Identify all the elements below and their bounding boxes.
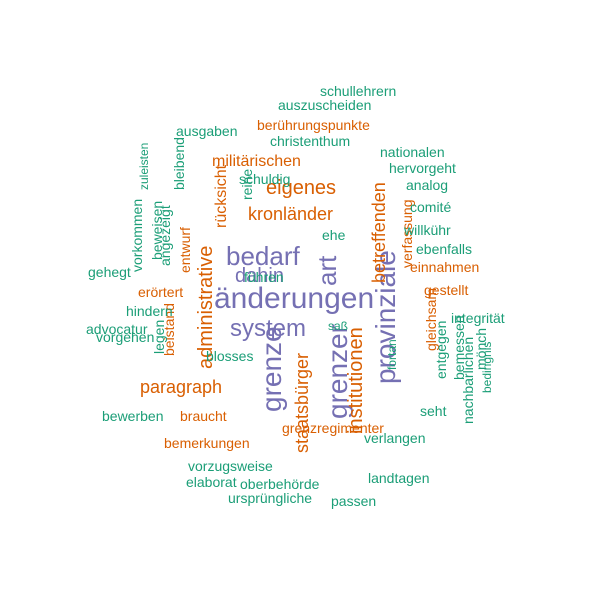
word-blosses: blosses <box>206 348 254 364</box>
word-reine: reine <box>239 168 255 200</box>
word-nationalen: nationalen <box>380 144 445 160</box>
word-auszuscheiden: auszuscheiden <box>278 97 372 113</box>
word-ehe: ehe <box>322 227 346 243</box>
word-grenze: grenze <box>256 326 287 412</box>
word-gehegt: gehegt <box>88 264 131 280</box>
word-ausgaben: ausgaben <box>176 123 238 139</box>
word-willk-hr: willkühr <box>404 222 451 238</box>
word-braucht: braucht <box>180 408 227 424</box>
word-fortan: fortan <box>385 339 399 370</box>
word-verlangen: verlangen <box>364 430 426 446</box>
word-vorzugsweise: vorzugsweise <box>188 458 273 474</box>
word-hervorgeht: hervorgeht <box>389 160 456 176</box>
word-vorgehen: vorgehen <box>96 329 155 345</box>
word-grenzregimenter: grenzregimenter <box>282 420 384 436</box>
word-bleibend: bleibend <box>171 137 187 190</box>
word-ebenfalls: ebenfalls <box>416 241 473 257</box>
word-advocatur: advocatur <box>86 321 148 337</box>
word-bedarf: bedarf <box>226 241 300 271</box>
word-hindern: hindern <box>126 303 173 319</box>
word-system: system <box>230 315 307 342</box>
word-schullehrern: schullehrern <box>320 83 397 99</box>
word-comit: comité <box>410 199 452 215</box>
word-gestellt: gestellt <box>424 282 469 298</box>
word-analog: analog <box>406 177 449 193</box>
word-landtagen: landtagen <box>368 470 430 486</box>
word-ber-hrungspunkte: berührungspunkte <box>257 117 370 133</box>
word-urspr-ngliche: ursprüngliche <box>228 490 313 506</box>
word-legen: legen <box>151 319 167 354</box>
word-f-hren: führen <box>244 269 284 285</box>
word-entwurf: entwurf <box>177 227 193 273</box>
word-staatsb-rger: staatsbürger <box>292 352 312 453</box>
word-bemessen: bemessen <box>451 315 467 380</box>
word-passen: passen <box>331 493 377 509</box>
word-sa: saß <box>328 319 349 333</box>
word-integrit-t: integrität <box>451 310 505 326</box>
word-dahin: dahin <box>235 265 284 287</box>
word-oberbeh-rde: oberbehörde <box>240 476 320 492</box>
word-betreffenden: betreffenden <box>369 182 389 283</box>
word-vorkommen: vorkommen <box>129 198 145 272</box>
word-kronl-nder: kronländer <box>248 204 334 224</box>
word-paragraph: paragraph <box>140 377 223 397</box>
word-schuldig: schuldig <box>239 171 291 187</box>
word-institutionen: institutionen <box>345 327 367 434</box>
word-r-cksicht: rücksicht <box>213 164 230 228</box>
word-zuleisten: zuleisten <box>137 142 151 190</box>
word-nderungen: änderungen <box>214 282 375 315</box>
word-milit-rischen: militärischen <box>212 153 301 170</box>
word-eigenes: eigenes <box>266 177 337 199</box>
word-bewerben: bewerben <box>102 408 164 424</box>
word-art: art <box>312 255 342 286</box>
word-elaborat: elaborat <box>186 474 237 490</box>
word-christenthum: christenthum <box>270 133 351 149</box>
word-bemerkungen: bemerkungen <box>164 435 250 451</box>
word-seht: seht <box>420 403 447 419</box>
word-einnahmen: einnahmen <box>410 259 480 275</box>
word-angezeigt: angezeigt <box>157 205 173 266</box>
word-bedingnis: bedingnis <box>480 341 494 393</box>
word-er-rtert: erörtert <box>138 284 184 300</box>
word-entgegen: entgegen <box>433 320 449 379</box>
